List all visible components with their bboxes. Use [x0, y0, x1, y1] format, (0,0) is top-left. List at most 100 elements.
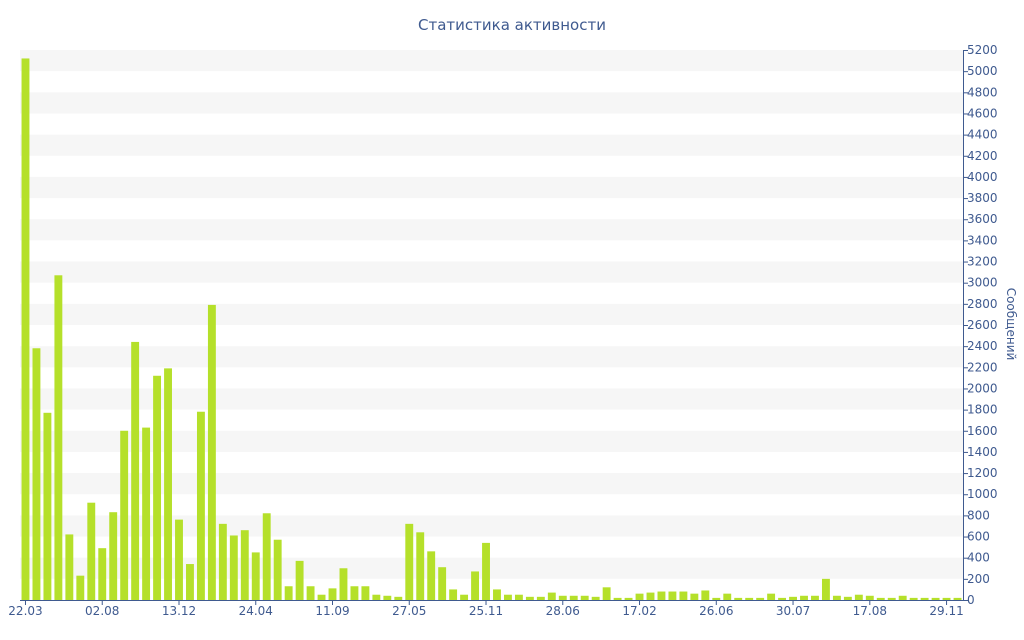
- bar: [449, 589, 458, 600]
- bar: [558, 595, 567, 600]
- bar: [427, 551, 436, 600]
- bar: [843, 596, 852, 600]
- bar: [712, 597, 721, 600]
- x-tick-label: 17.08: [853, 604, 887, 618]
- bar: [734, 597, 743, 600]
- bar: [821, 578, 830, 600]
- y-tick-label: 800: [967, 508, 990, 522]
- y-tick-label: 2400: [967, 339, 998, 353]
- bar: [613, 597, 622, 600]
- y-tick-label: 3000: [967, 276, 998, 290]
- bar: [931, 597, 940, 600]
- x-tick-label: 28.06: [546, 604, 580, 618]
- bar: [865, 595, 874, 600]
- bar: [690, 593, 699, 600]
- y-axis-label: Сообщений: [1004, 287, 1018, 361]
- x-tick-label: 30.07: [776, 604, 810, 618]
- bar: [953, 597, 962, 600]
- bar: [372, 594, 381, 600]
- x-tick-label: 25.11: [469, 604, 503, 618]
- x-tick-label: 02.08: [85, 604, 119, 618]
- grid-bands: [20, 50, 963, 579]
- bar: [876, 597, 885, 600]
- y-tick-label: 2600: [967, 318, 998, 332]
- grid-band: [20, 346, 963, 368]
- y-tick-label: 1400: [967, 445, 998, 459]
- bar: [207, 304, 216, 600]
- y-tick-label: 3600: [967, 212, 998, 226]
- y-tick-label: 2000: [967, 381, 998, 395]
- bar: [536, 596, 545, 600]
- y-tick-label: 4400: [967, 128, 998, 142]
- bar: [262, 513, 271, 600]
- bar: [800, 595, 808, 600]
- bar-series: [21, 58, 962, 600]
- bar: [909, 597, 918, 600]
- y-tick-label: 1200: [967, 466, 998, 480]
- grid-band: [20, 176, 963, 199]
- x-tick-label: 11.09: [315, 604, 349, 618]
- bar: [756, 597, 765, 600]
- y-tick-label: 2200: [967, 360, 998, 374]
- bar: [394, 596, 403, 600]
- bar: [350, 586, 359, 600]
- bar: [416, 532, 425, 600]
- x-tick-label: 17.02: [622, 604, 656, 618]
- x-axis-ticks: 22.03 02.08 13.12 24.04 11.09 27.05 25.11 28.06…: [8, 600, 964, 618]
- y-axis-ticks: 0 200 400 600 800 1000 1200 1400 1600 1800 2000 220…: [963, 43, 998, 607]
- x-tick-label: 24.04: [239, 604, 273, 618]
- grid-band: [20, 430, 963, 452]
- bar: [142, 427, 151, 600]
- bar: [295, 560, 304, 600]
- bar: [218, 523, 227, 600]
- grid-band: [20, 261, 963, 283]
- y-tick-label: 1000: [967, 487, 998, 501]
- bar: [745, 597, 754, 600]
- bar: [273, 539, 282, 600]
- bar: [514, 594, 523, 600]
- y-tick-label: 0: [967, 593, 975, 607]
- x-tick-label: 22.03: [8, 604, 42, 618]
- bar: [438, 567, 447, 600]
- bar: [569, 595, 578, 600]
- bar: [591, 596, 600, 600]
- y-tick-label: 3400: [967, 233, 998, 247]
- grid-band: [20, 515, 963, 537]
- bar: [65, 534, 74, 600]
- bar: [131, 341, 140, 600]
- x-tick-label: 26.06: [699, 604, 733, 618]
- grid-band: [20, 303, 963, 325]
- bar: [43, 412, 52, 600]
- y-tick-label: 4200: [967, 149, 998, 163]
- bar: [153, 375, 162, 600]
- bar: [602, 587, 611, 600]
- bar: [32, 348, 41, 600]
- bar: [723, 593, 732, 600]
- y-tick-label: 200: [967, 572, 990, 586]
- bar: [471, 571, 479, 600]
- grid-band: [20, 473, 963, 495]
- bar: [87, 502, 96, 600]
- grid-band: [20, 388, 963, 410]
- bar: [196, 411, 205, 600]
- bar: [175, 519, 183, 600]
- bar: [405, 523, 414, 600]
- y-tick-label: 2800: [967, 297, 998, 311]
- y-tick-label: 400: [967, 551, 990, 565]
- y-tick-label: 3200: [967, 255, 998, 269]
- x-tick-label: 13.12: [162, 604, 196, 618]
- bar: [284, 586, 293, 600]
- bar: [361, 586, 370, 600]
- bar: [54, 275, 63, 600]
- bar: [778, 597, 787, 600]
- chart-title: Статистика активности: [418, 16, 606, 34]
- bar: [811, 595, 819, 600]
- bar: [482, 542, 490, 600]
- bar: [767, 593, 776, 600]
- bar: [898, 595, 907, 600]
- y-tick-label: 3800: [967, 191, 998, 205]
- bar: [646, 592, 655, 600]
- bar: [701, 590, 710, 600]
